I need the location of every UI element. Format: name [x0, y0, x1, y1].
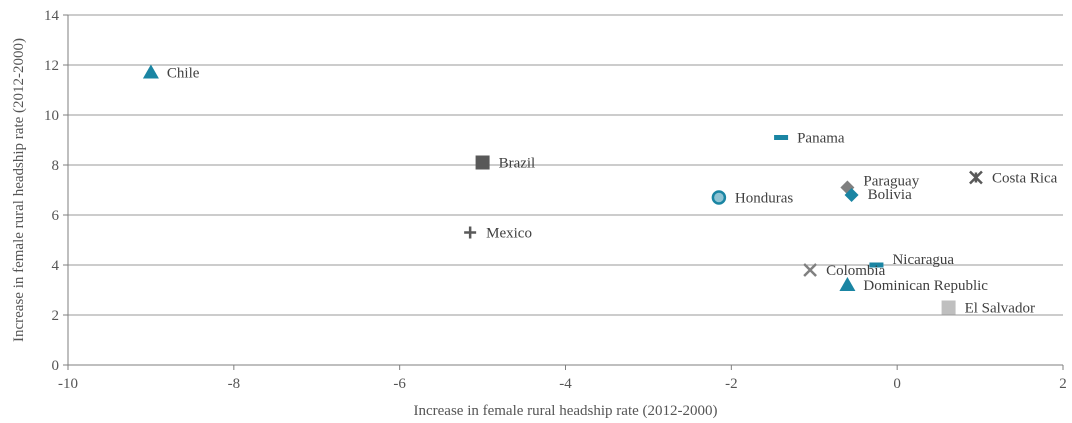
y-axis-ticks: 0 2 4 6 8 10 12 14 — [44, 8, 60, 374]
axes — [63, 14, 1064, 370]
data-point-nicaragua: Nicaragua — [869, 252, 954, 268]
data-point-label: Honduras — [735, 191, 793, 207]
point-el-salvador-marker — [941, 300, 956, 315]
x-tick-label: 0 — [893, 376, 901, 392]
data-points: Chile Brazil Mexico Panama Honduras ParaguayB… — [142, 64, 1058, 317]
x-tick-label: -4 — [559, 376, 572, 392]
point-costa-rica-marker — [969, 170, 983, 185]
x-tick-label: -2 — [725, 376, 738, 392]
point-bolivia-marker — [844, 188, 859, 202]
gridlines — [68, 14, 1063, 316]
y-tick-label: 2 — [52, 308, 60, 324]
data-point-chile: Chile — [142, 64, 200, 82]
y-tick-label: 0 — [52, 358, 60, 374]
y-tick-label: 10 — [44, 108, 59, 124]
data-point-label: Costa Rica — [992, 171, 1058, 187]
data-point-label: Colombia — [826, 263, 886, 279]
data-point-label: Paraguay — [863, 174, 919, 190]
point-mexico-marker — [464, 226, 477, 239]
data-point-label: Nicaragua — [892, 252, 954, 268]
point-panama-marker — [774, 135, 789, 140]
data-point-label: Mexico — [486, 226, 532, 242]
data-point-costa-rica: Costa Rica — [969, 170, 1058, 187]
data-point-panama: Panama — [774, 131, 845, 147]
y-tick-label: 4 — [52, 258, 60, 274]
y-tick-label: 14 — [44, 8, 60, 24]
y-axis-title: Increase in female rural headship rate (… — [11, 38, 27, 342]
data-point-brazil: Brazil — [475, 155, 536, 172]
point-colombia-marker — [803, 263, 817, 277]
data-point-mexico: Mexico — [464, 226, 532, 242]
data-point-label: Chile — [167, 66, 200, 82]
data-point-label: Bolivia — [868, 187, 913, 203]
y-tick-label: 12 — [44, 58, 59, 74]
x-tick-label: -10 — [58, 376, 78, 392]
y-tick-label: 6 — [52, 208, 60, 224]
data-point-dominican-republic: Dominican Republic — [839, 277, 988, 294]
data-point-label: Brazil — [499, 156, 536, 172]
point-chile-marker — [142, 64, 159, 79]
x-axis-title: Increase in female rural headship rate (… — [413, 403, 717, 419]
data-point-label: El Salvador — [965, 301, 1035, 317]
point-dominican-republic-marker — [839, 277, 856, 291]
x-tick-label: 2 — [1059, 376, 1067, 392]
data-point-bolivia: Bolivia — [844, 187, 913, 203]
x-tick-label: -6 — [393, 376, 406, 392]
point-honduras-marker — [711, 190, 727, 205]
x-axis-ticks: -10 -8 -6 -4 -2 0 2 — [58, 376, 1067, 392]
point-brazil-marker — [475, 155, 490, 170]
data-point-el-salvador: El Salvador — [941, 300, 1035, 317]
data-point-honduras: Honduras — [711, 190, 793, 207]
point-nicaragua-marker — [869, 262, 884, 268]
data-point-label: Panama — [797, 131, 845, 147]
y-tick-label: 8 — [52, 158, 60, 174]
data-point-paraguay: Paraguay — [840, 174, 920, 195]
x-tick-label: -8 — [228, 376, 241, 392]
data-point-label: Dominican Republic — [863, 278, 988, 294]
data-point-colombia: Colombia — [803, 263, 886, 279]
